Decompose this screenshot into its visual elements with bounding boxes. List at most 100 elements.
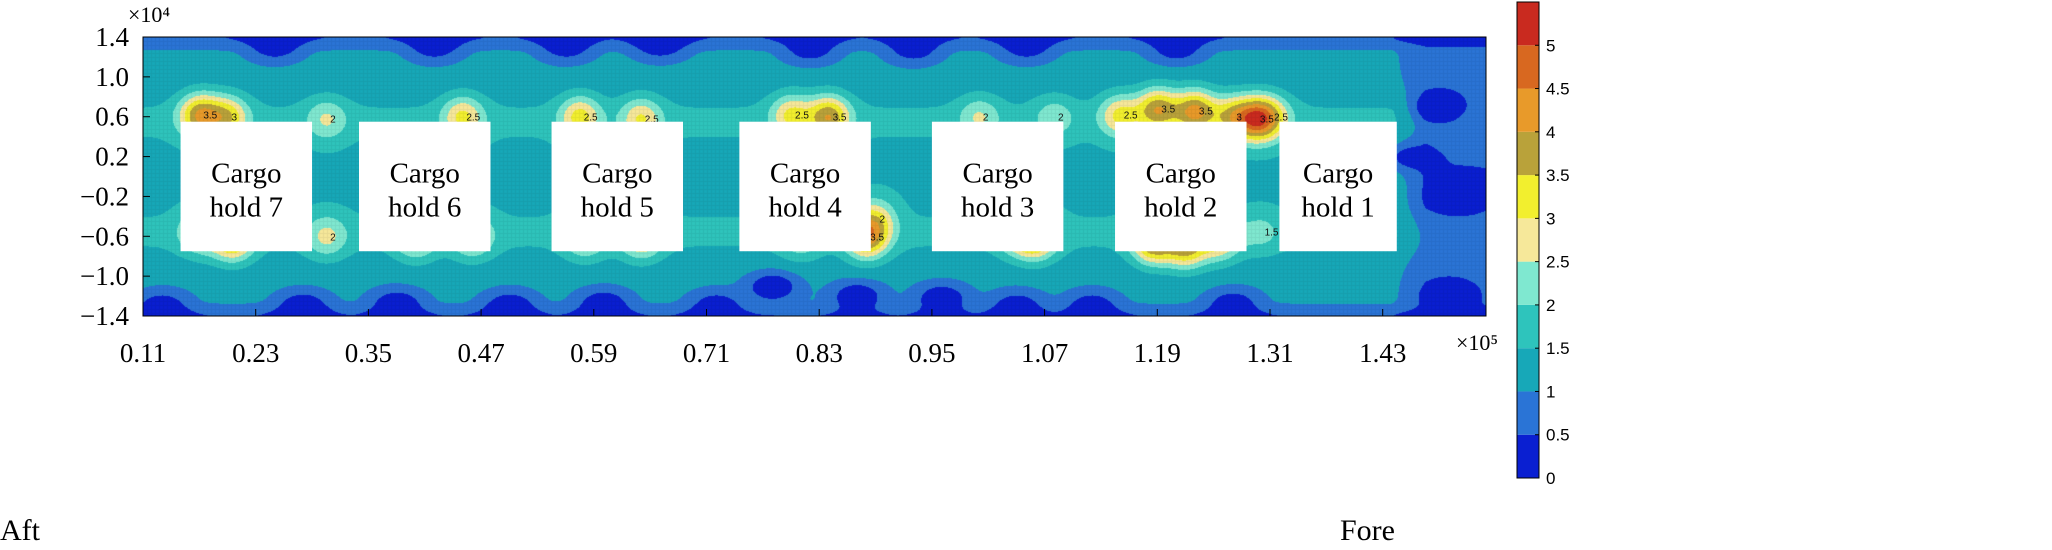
colorbar-segment [1517,2,1539,46]
colorbar-tick-label: 1.5 [1546,339,1570,358]
x-tick-label: 0.11 [120,338,166,368]
x-tick-label: 0.23 [232,338,279,368]
colorbar-segment [1517,175,1539,219]
plot-frame [142,36,1487,317]
cargo-hold-label-line2: hold 3 [961,191,1034,223]
contour-value-label: 2 [880,214,886,225]
y-tick-label: 0.2 [95,142,129,172]
cargo-hold-label-line2: hold 1 [1301,191,1374,223]
x-tick-label: 1.43 [1359,338,1406,368]
cargo-hold-label-line1: Cargo [582,157,652,189]
cargo-hold-rect [739,121,871,252]
colorbar-segment [1517,348,1539,392]
colorbar-segment [1517,88,1539,132]
x-tick-label: 0.47 [457,338,504,368]
contour-value-label: 2.5 [1274,113,1288,124]
colorbar-tick-label: 3.5 [1546,166,1570,185]
contour-value-label: 3 [1236,113,1242,124]
y-tick-label: 0.6 [95,102,129,132]
cargo-hold-label-line1: Cargo [1146,157,1216,189]
colorbar-segment [1517,45,1539,89]
contour-value-label: 3.5 [870,232,884,243]
cargo-hold-label-line1: Cargo [770,157,840,189]
cargo-hold-label-line2: hold 4 [768,191,842,223]
contour-value-label: 2.5 [584,113,598,124]
cargo-hold-rect [931,121,1064,252]
cargo-hold-label-line1: Cargo [211,157,281,189]
y-axis: 1.4 1.0 0.6 0.2 −0.2 −0.6 −1.0 −1.4 [80,22,150,331]
colorbar-segment [1517,434,1539,478]
colorbar-frame [1516,1,1540,479]
x-axis: 0.11 0.23 0.35 0.47 0.59 0.71 0.83 0.95 1.07 1.19… [120,309,1406,368]
aft-label: Aft [0,514,41,547]
cargo-hold-rect [1279,121,1397,252]
contour-value-label: 3 [232,113,238,124]
colorbar-segment [1517,391,1539,435]
contour-value-label: 2 [330,232,336,243]
cargo-hold-rect [180,121,313,252]
colorbar-tick-label: 2.5 [1546,253,1570,272]
x-tick-label: 0.59 [570,338,617,368]
colorbar-tick-label: 3 [1546,209,1555,228]
colorbar-segment [1517,304,1539,349]
colorbar-tick-label: 4 [1546,123,1555,142]
y-tick-label: −1.0 [80,261,129,291]
contour-value-label: 1.5 [1265,227,1279,238]
y-tick-label: −0.6 [80,221,129,251]
contour-value-label: 2.5 [645,115,659,126]
cargo-hold-rect [359,121,491,252]
cargo-hold-label-line1: Cargo [1303,157,1373,189]
cargo-hold-label-line2: hold 7 [210,191,283,223]
cargo-hold-label-line2: hold 2 [1144,191,1217,223]
contour-value-label: 2.5 [1124,111,1138,122]
contour-value-label: 3.5 [1161,105,1175,116]
contour-value-label: 3.5 [1199,107,1213,118]
cargo-hold-label-line1: Cargo [962,157,1032,189]
cargo-hold-label-line2: hold 5 [581,191,654,223]
colorbar-tick-label: 0.5 [1546,426,1570,445]
y-tick-label: −1.4 [80,301,129,331]
colorbar-segment [1517,218,1539,262]
contour-value-label: 3.5 [203,111,217,122]
x-tick-label: 0.83 [796,338,843,368]
colorbar-tick-label: 2 [1546,296,1555,315]
colorbar-tick-label: 1 [1546,382,1555,401]
plot-area: 3.533.52.5222.52.52.52.52.52.532.53.523.… [142,36,1487,317]
y-tick-label: 1.4 [95,22,129,52]
contour-value-label: 3.5 [1260,115,1274,126]
y-tick-label: 1.0 [95,62,129,92]
y-tick-label: −0.2 [80,181,129,211]
colorbar-tick-label: 0 [1546,469,1555,488]
colorbar-segment [1517,261,1539,305]
cargo-hold-rect [1115,121,1247,252]
contour-value-label: 2.5 [795,111,809,122]
contour-value-label: 2 [983,113,989,124]
colorbar-tick-label: 4.5 [1546,80,1570,99]
cargo-hold-label-line1: Cargo [390,157,460,189]
contour-value-label: 2 [1058,113,1064,124]
contour-value-label: 3.5 [833,113,847,124]
x-tick-label: 1.19 [1134,338,1181,368]
contour-value-label: 2.5 [466,113,480,124]
colorbar-segment [1517,131,1539,176]
x-tick-label: 1.31 [1246,338,1293,368]
fore-label: Fore [1340,514,1395,547]
x-tick-label: 1.07 [1021,338,1068,368]
cargo-hold-rect [551,121,684,252]
y-exponent-label: ×10⁴ [128,2,170,27]
x-exponent-label: ×10⁵ [1456,330,1498,355]
cargo-hold-label-line2: hold 6 [388,191,461,223]
x-tick-label: 0.95 [908,338,955,368]
contour-value-label: 2 [330,115,336,126]
colorbar: 0 0.5 1 1.5 2 2.5 3 3.5 4 4.5 5 [1516,1,1570,488]
x-tick-label: 0.71 [683,338,730,368]
x-tick-label: 0.35 [345,338,392,368]
